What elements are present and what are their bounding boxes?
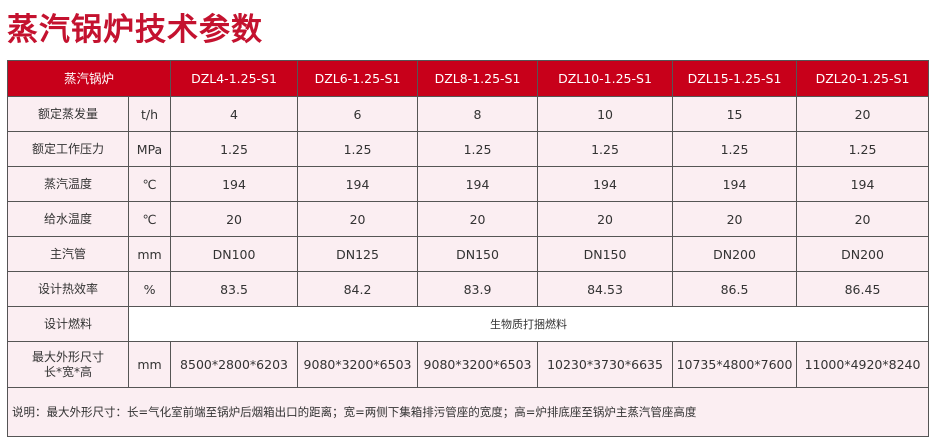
value-cell: 194 [537,166,674,202]
header-row: 蒸汽锅炉 DZL4-1.25-S1 DZL6-1.25-S1 DZL8-1.25… [6,60,930,97]
value-cell: 20 [796,96,930,132]
value-cell: 86.45 [796,271,930,307]
table-row: 给水温度 ℃ 20 20 20 20 20 20 [7,201,930,237]
value-cell: 6 [297,96,419,132]
row-label: 额定蒸发量 [7,96,129,132]
note-text: 说明：最大外形尺寸：长=气化室前端至锅炉后烟箱出口的距离；宽=两侧下集箱排污管座… [6,387,930,437]
value-cell: 1.25 [297,131,419,167]
table-row: 设计热效率% 83.5 84.2 83.9 84.53 86.5 86.45 [7,271,930,307]
value-cell: 83.5 [170,271,299,307]
fuel-value: 生物质打捆燃料 [127,306,930,342]
row-label: 给水温度 [7,201,129,237]
value-cell: 20 [672,201,798,237]
value-cell: 8 [417,96,539,132]
label-line: 最大外形尺寸 [31,349,104,364]
unit-cell: MPa [127,131,172,167]
value-cell: 20 [796,201,930,237]
page-title: 蒸汽锅炉技术参数 [7,12,263,48]
row-label: 主汽管 [7,236,129,272]
table-row: 额定工作压力 MPa 1.25 1.25 1.25 1.25 1.25 1.25 [7,131,930,167]
value-cell: 194 [170,166,299,202]
value-cell: 194 [297,166,419,202]
value-cell: 194 [417,166,539,202]
value-cell: 15 [672,96,798,132]
model-header: DZL6-1.25-S1 [297,60,419,97]
value-cell: DN200 [672,236,798,272]
value-cell: 11000*4920*8240 [796,341,930,388]
value-cell: 9080*3200*6503 [297,341,419,388]
value-cell: 10 [537,96,674,132]
spec-table: 蒸汽锅炉 DZL4-1.25-S1 DZL6-1.25-S1 DZL8-1.25… [6,60,930,437]
value-cell: 10735*4800*7600 [672,341,798,388]
unit-cell: t/h [127,96,172,132]
value-cell: 1.25 [537,131,674,167]
label-line: 长*宽*高 [43,364,92,379]
unit-cell: mm [127,236,172,272]
value-cell: 4 [170,96,299,132]
unit-cell: % [127,271,172,307]
unit-cell: ℃ [127,201,172,237]
row-label: 额定工作压力 [7,131,129,167]
model-header: DZL4-1.25-S1 [170,60,299,97]
fuel-row: 设计燃料 生物质打捆燃料 [7,306,930,342]
value-cell: 9080*3200*6503 [417,341,539,388]
model-header: DZL15-1.25-S1 [672,60,798,97]
header-label: 蒸汽锅炉 [6,60,172,97]
value-cell: 1.25 [672,131,798,167]
model-header: DZL20-1.25-S1 [796,60,930,97]
table-row: 蒸汽温度 ℃ 194 194 194 194 194 194 [7,166,930,202]
value-cell: 194 [796,166,930,202]
row-label: 设计热效率 [7,271,129,307]
row-label: 蒸汽温度 [7,166,129,202]
value-cell: DN150 [417,236,539,272]
table-row: 额定蒸发量 t/h 4 6 8 10 15 20 [7,96,930,132]
value-cell: 20 [170,201,299,237]
value-cell: 83.9 [417,271,539,307]
row-label: 设计燃料 [7,306,129,342]
value-cell: 84.2 [297,271,419,307]
value-cell: 20 [297,201,419,237]
value-cell: 1.25 [796,131,930,167]
value-cell: DN125 [297,236,419,272]
dimensions-row: 最大外形尺寸 长*宽*高 mm 8500*2800*6203 9080*3200*… [7,341,930,388]
value-cell: DN150 [537,236,674,272]
value-cell: 194 [672,166,798,202]
value-cell: 20 [417,201,539,237]
value-cell: 86.5 [672,271,798,307]
note-row: 说明：最大外形尺寸：长=气化室前端至锅炉后烟箱出口的距离；宽=两侧下集箱排污管座… [6,387,930,437]
value-cell: 1.25 [417,131,539,167]
row-label: 最大外形尺寸 长*宽*高 [7,341,129,388]
model-header: DZL8-1.25-S1 [417,60,539,97]
value-cell: 20 [537,201,674,237]
value-cell: 84.53 [537,271,674,307]
unit-cell: ℃ [127,166,172,202]
value-cell: 10230*3730*6635 [537,341,674,388]
table-row: 主汽管 mm DN100 DN125 DN150 DN150 DN200 DN200 [7,236,930,272]
value-cell: 1.25 [170,131,299,167]
value-cell: DN200 [796,236,930,272]
value-cell: 8500*2800*6203 [170,341,299,388]
model-header: DZL10-1.25-S1 [537,60,674,97]
value-cell: DN100 [170,236,299,272]
unit-cell: mm [127,341,172,388]
